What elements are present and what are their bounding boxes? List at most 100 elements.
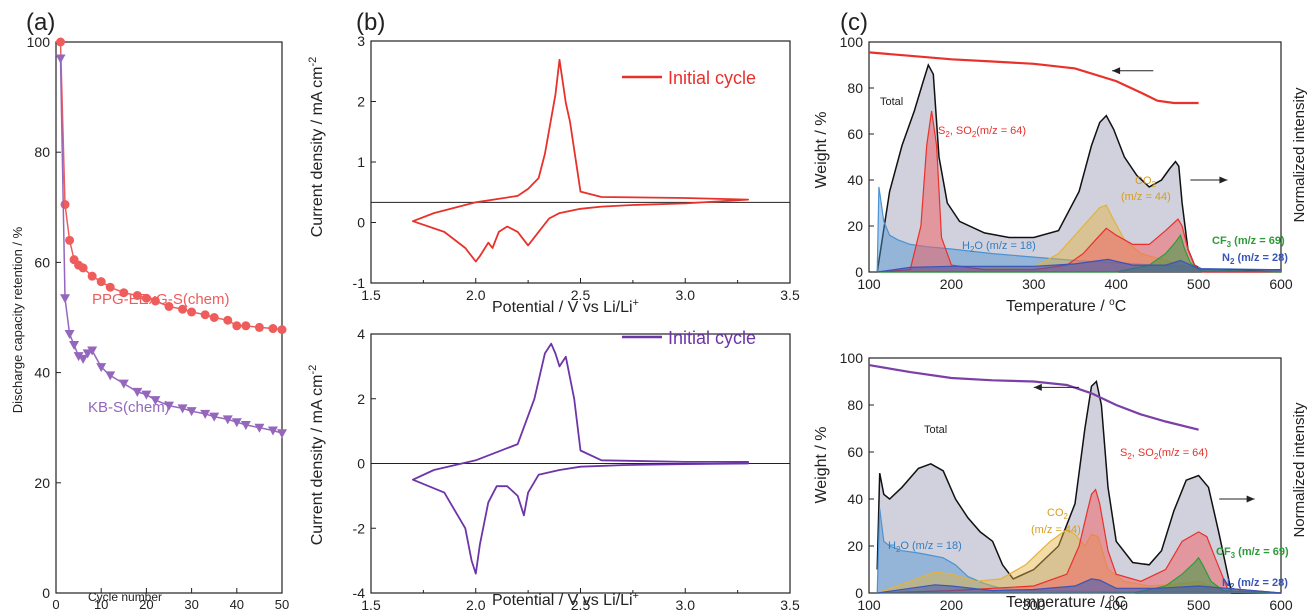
c-bottom-n2-label: N2 (m/z = 28) <box>1222 577 1288 591</box>
c-top-y-tick-label: 100 <box>840 34 864 50</box>
b-bottom-y-tick-label: -2 <box>353 520 366 536</box>
c-bottom-h2o-main: H <box>888 540 896 552</box>
plot-a: 0 10 20 30 40 50 0 20 40 60 80 100 <box>27 34 290 610</box>
c-top-cf3-sub: 3 <box>1227 240 1232 249</box>
c-bottom-line-s2 <box>877 488 1282 594</box>
data-point-ppg <box>132 290 142 300</box>
c-bottom-y-tick-label: 40 <box>847 491 863 507</box>
c-top-s2-sub: 2 <box>945 130 950 139</box>
data-point-kb <box>141 390 152 400</box>
b-top-x-axis-label: Potential / V vs Li/Li+ <box>492 297 639 316</box>
data-point-kb <box>69 341 80 351</box>
c-bottom-y-tick-label: 80 <box>847 397 863 413</box>
c-top-area-s2 <box>877 111 1281 272</box>
a-y-tick-label: 20 <box>34 475 50 491</box>
c-top-h2o-tail: O (m/z = 18) <box>974 240 1035 252</box>
series-line-1 <box>59 58 283 434</box>
c-bottom-area-cf3 <box>877 557 1281 593</box>
data-point-kb <box>132 387 143 397</box>
c-bottom-x-tick-label: 500 <box>1187 597 1211 610</box>
c-top-x-tick-label: 200 <box>940 276 964 292</box>
c-bottom-x-tick-label: 400 <box>1105 597 1129 610</box>
b-bottom-x-tick-label: 1.5 <box>361 597 381 610</box>
b-top-xlabel-main: Potential / V vs Li/Li <box>492 299 633 316</box>
c-bottom-total-label: Total <box>924 424 947 436</box>
b-bottom-x-tick-label: 3.0 <box>676 597 696 610</box>
c-bottom-h2o-label: H2O (m/z = 18) <box>888 540 962 554</box>
data-point-kb <box>105 371 116 381</box>
a-series-label-ppg: PPG-EExG-S(chem) <box>92 291 230 308</box>
c-bottom-line-n2 <box>877 578 1282 594</box>
c-top-s2-sub2: 2 <box>972 130 977 139</box>
c-top-x-tick-label: 600 <box>1269 276 1293 292</box>
c-top-s2-main: S <box>938 125 945 137</box>
b-top-y-axis-label: Current density / mA cm-2 <box>307 57 326 238</box>
data-point-kb <box>87 346 98 356</box>
c-bottom-arrow-head <box>1246 495 1255 503</box>
a-y-tick-label: 80 <box>34 144 50 160</box>
c-bottom-x-tick-label: 100 <box>857 597 881 610</box>
a-x-tick-label: 10 <box>94 597 108 610</box>
data-point-kb <box>164 401 174 411</box>
b-bottom-x-tick-label: 2.5 <box>571 597 591 610</box>
c-bottom-y2-axis-label: Normalized intensity <box>1291 402 1308 538</box>
c-bottom-co2-sub: 2 <box>1064 512 1069 521</box>
c-bottom-y-tick-label: 60 <box>847 444 863 460</box>
b-bottom-x-axis-label: Potential / V vs Li/Li+ <box>492 590 639 609</box>
c-top-arrow-head <box>1219 176 1228 184</box>
data-point-kb <box>200 409 211 419</box>
data-point-ppg <box>65 235 75 245</box>
data-point-kb <box>96 363 107 373</box>
c-bottom-area-s2 <box>877 489 1281 593</box>
c-bottom-s2-sub: 2 <box>1127 452 1132 461</box>
plot-c-top: 100 200 300 400 500 600 0 20 40 60 80 100 <box>840 34 1293 292</box>
b-bottom-x-tick-label: 3.5 <box>780 597 800 610</box>
c-bottom-h2o-sub: 2 <box>896 545 901 554</box>
b-top-legend-label: Initial cycle <box>668 68 756 88</box>
c-top-x-tick-label: 300 <box>1022 276 1046 292</box>
data-point-ppg <box>223 315 233 325</box>
b-top-x-tick-label: 3.5 <box>780 287 800 303</box>
c-top-x-tick-label: 500 <box>1187 276 1211 292</box>
c-top-area-co2 <box>877 205 1281 272</box>
plot-b-bottom: 1.5 2.0 2.5 3.0 3.5 -4 -2 0 2 4 <box>353 326 800 610</box>
c-bottom-cf3-main: CF <box>1216 546 1231 558</box>
c-top-y-axis-label: Weight / % <box>813 111 830 188</box>
c-top-line-n2 <box>877 258 1282 273</box>
panel-b-bottom: 1.5 2.0 2.5 3.0 3.5 -4 -2 0 2 4 Initial cycle Pot… <box>307 326 800 610</box>
c-top-arrow-head <box>1112 67 1121 75</box>
c-bottom-s2-sub2: 2 <box>1154 452 1159 461</box>
c-top-area-n2 <box>877 259 1281 272</box>
b-bottom-legend-label: Initial cycle <box>668 328 756 348</box>
c-top-y-tick-label: 80 <box>847 80 863 96</box>
b-top-x-tick-label: 2.0 <box>466 287 486 303</box>
a-x-axis-label: Cycle number <box>88 590 162 604</box>
c-top-cf3-label: CF3 (m/z = 69) <box>1212 235 1285 249</box>
c-top-y-tick-label: 40 <box>847 172 863 188</box>
data-point-ppg <box>164 301 174 311</box>
b-top-y-tick-label: -1 <box>353 275 366 291</box>
data-point-ppg <box>56 37 66 47</box>
b-top-ylabel-main: Current density / mA cm <box>309 67 326 238</box>
b-bottom-y-axis-label: Current density / mA cm-2 <box>307 365 326 546</box>
a-y-tick-label: 100 <box>27 34 51 50</box>
data-point-kb <box>209 412 220 422</box>
data-point-ppg <box>150 296 160 306</box>
c-top-y2-axis-label: Normalized intensity <box>1291 87 1308 223</box>
panel-b-top: 1.5 2.0 2.5 3.0 3.5 -1 0 1 2 3 Initial cycle Pote… <box>307 33 800 316</box>
c-bottom-y-axis-label: Weight / % <box>813 426 830 503</box>
data-point-ppg <box>254 322 264 332</box>
a-x-tick-label: 50 <box>275 597 289 610</box>
b-top-x-tick-label: 2.5 <box>571 287 591 303</box>
c-bottom-cf3-tail: (m/z = 69) <box>1235 546 1289 558</box>
b-top-x-tick-label: 1.5 <box>361 287 381 303</box>
c-bottom-s2-label: S2, SO2(m/z = 64) <box>1120 447 1208 461</box>
data-point-ppg <box>96 277 106 287</box>
c-bottom-y-tick-label: 20 <box>847 538 863 554</box>
panel-label-a: (a) <box>26 9 55 36</box>
c-bottom-xlabel-sup: o <box>1109 593 1115 604</box>
b-bottom-y-tick-label: 4 <box>357 326 365 342</box>
data-point-kb <box>60 294 71 304</box>
